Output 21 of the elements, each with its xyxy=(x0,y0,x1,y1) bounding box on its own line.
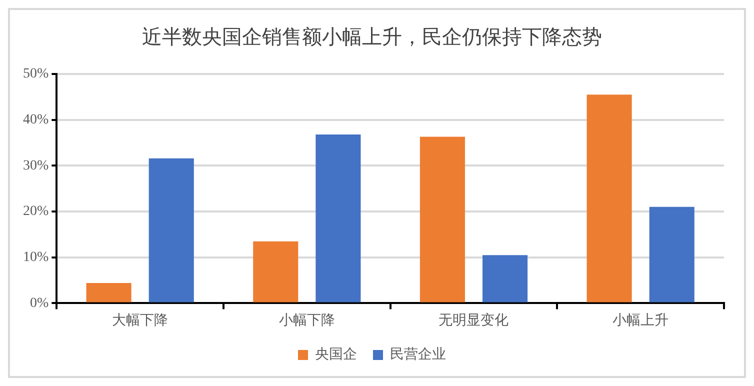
y-tick-label: 0% xyxy=(30,296,49,311)
y-tick-label: 40% xyxy=(22,112,49,128)
x-tick-label: 小幅下降 xyxy=(278,312,335,328)
x-tick-label: 无明显变化 xyxy=(438,312,509,328)
bar xyxy=(649,206,694,302)
y-tick-label: 10% xyxy=(22,250,49,266)
bar xyxy=(420,136,465,302)
y-tick-label: 30% xyxy=(22,158,49,174)
y-tick-label: 50% xyxy=(22,66,49,82)
chart-title: 近半数央国企销售额小幅上升，民企仍保持下降态势 xyxy=(142,26,602,48)
bar xyxy=(253,241,298,302)
legend-label: 民营企业 xyxy=(390,346,446,363)
x-tick-label: 大幅下降 xyxy=(112,312,168,328)
bar xyxy=(316,134,361,302)
bar xyxy=(482,255,528,302)
y-tick-label: 20% xyxy=(22,204,49,220)
bar xyxy=(148,158,194,302)
bar xyxy=(86,283,132,302)
x-tick-label: 小幅上升 xyxy=(612,312,669,328)
bar xyxy=(586,94,632,302)
legend-label: 央国企 xyxy=(315,346,357,363)
